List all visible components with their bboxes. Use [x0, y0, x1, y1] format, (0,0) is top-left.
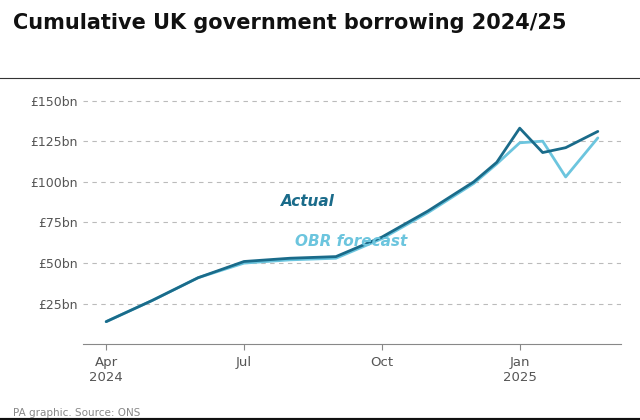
- Text: Cumulative UK government borrowing 2024/25: Cumulative UK government borrowing 2024/…: [13, 13, 566, 33]
- Text: Actual: Actual: [281, 194, 335, 210]
- Text: PA graphic. Source: ONS: PA graphic. Source: ONS: [13, 408, 140, 418]
- Text: OBR forecast: OBR forecast: [294, 234, 407, 249]
